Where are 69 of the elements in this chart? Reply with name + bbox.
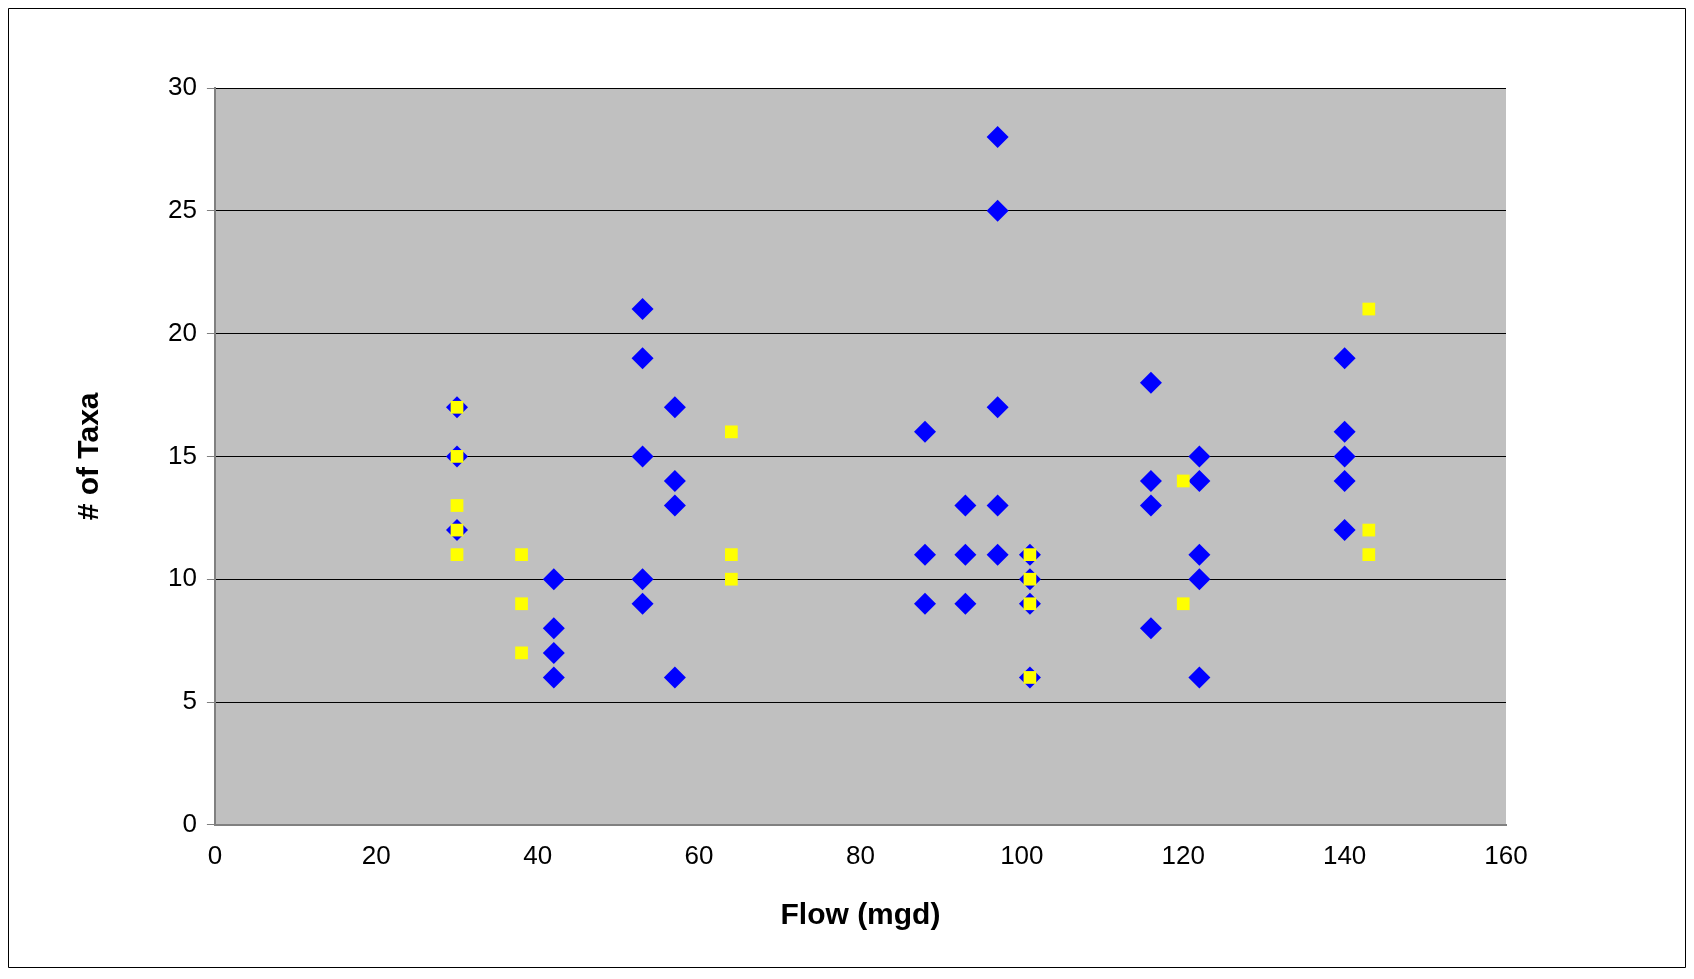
point <box>1176 474 1190 488</box>
point <box>914 592 937 615</box>
point <box>724 572 738 586</box>
point <box>542 568 565 591</box>
point <box>631 445 654 468</box>
point <box>1333 445 1356 468</box>
point <box>1188 666 1211 689</box>
x-tick-label: 160 <box>1484 839 1528 870</box>
x-tick-label: 0 <box>207 839 223 870</box>
x-tick-label: 80 <box>846 839 875 870</box>
point <box>631 568 654 591</box>
point <box>1188 469 1211 492</box>
y-tick-label: 15 <box>168 439 197 470</box>
point <box>1333 469 1356 492</box>
point <box>986 543 1009 566</box>
point <box>1362 548 1376 561</box>
point <box>1139 469 1162 492</box>
point <box>724 425 738 439</box>
point <box>1333 519 1356 542</box>
y-tick-label: 30 <box>168 71 197 102</box>
y-tick-label: 10 <box>168 562 197 593</box>
point <box>450 499 464 512</box>
point <box>1176 597 1190 611</box>
point <box>986 494 1009 517</box>
point <box>954 494 977 517</box>
point <box>663 494 686 517</box>
point <box>724 548 738 561</box>
point <box>1333 347 1356 370</box>
y-tick-label: 0 <box>182 807 197 838</box>
point <box>986 126 1009 149</box>
y-axis-title: # of Taxa <box>71 392 105 521</box>
point <box>542 617 565 640</box>
point <box>515 646 528 660</box>
point <box>986 396 1009 419</box>
x-tick-label: 100 <box>1000 839 1044 870</box>
point <box>1188 543 1211 566</box>
point <box>914 420 937 443</box>
point <box>1188 445 1211 468</box>
x-tick-label: 60 <box>684 839 714 870</box>
x-tick-label: 140 <box>1322 839 1367 870</box>
point <box>986 199 1009 222</box>
point <box>663 666 686 689</box>
point <box>1139 617 1162 640</box>
point <box>542 666 565 689</box>
point <box>542 641 565 664</box>
x-axis-title: Flow (mgd) <box>780 897 941 931</box>
point <box>1188 568 1211 591</box>
point <box>1362 523 1376 537</box>
point <box>631 347 654 370</box>
point <box>954 592 977 615</box>
point <box>663 469 686 492</box>
x-tick-label: 40 <box>523 839 553 870</box>
point <box>1139 494 1162 517</box>
point <box>954 543 977 566</box>
point <box>1362 302 1376 316</box>
x-tick-label: 20 <box>361 839 391 870</box>
point <box>914 543 937 566</box>
point <box>515 597 528 611</box>
point <box>663 396 686 419</box>
y-tick-label: 20 <box>168 316 197 347</box>
point <box>631 592 654 615</box>
point <box>450 548 464 561</box>
point <box>1139 371 1162 394</box>
x-tick-label: 120 <box>1161 839 1205 870</box>
y-tick-label: 25 <box>168 193 197 224</box>
point <box>515 548 528 561</box>
y-tick-label: 5 <box>182 685 197 716</box>
point <box>631 298 654 321</box>
point <box>1333 420 1356 443</box>
